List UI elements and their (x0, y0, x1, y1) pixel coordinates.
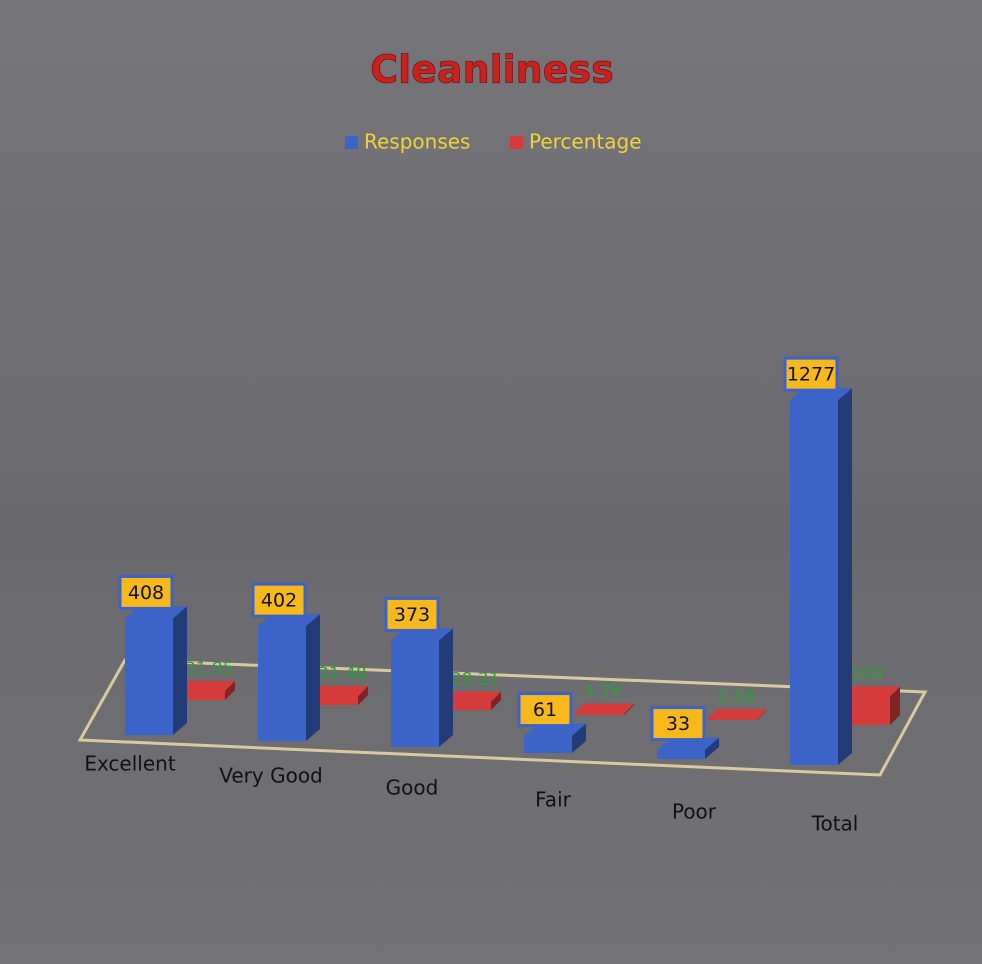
value-label: 31.95 (185, 659, 234, 679)
value-label: 2.58 (717, 687, 755, 707)
bar-side (225, 680, 235, 700)
bar-side (358, 686, 368, 705)
bar (707, 719, 757, 720)
value-label: 373 (394, 604, 430, 626)
value-label: 1277 (787, 364, 835, 386)
legend-label: Percentage (529, 130, 642, 154)
bar-side (624, 703, 634, 715)
bar-side (173, 606, 187, 735)
bar-side (890, 686, 900, 725)
chart-title: Cleanliness (370, 48, 614, 92)
value-label: 61 (533, 699, 557, 721)
x-tick-label: Good (386, 776, 439, 800)
floor (77, 658, 928, 777)
bar-side (705, 737, 719, 759)
bar (308, 696, 358, 705)
bar-side (572, 723, 586, 753)
bar-side (757, 709, 767, 720)
bar (574, 713, 624, 715)
value-label-box (384, 596, 440, 632)
bar (441, 701, 491, 710)
bar-top (175, 680, 235, 691)
value-label: 402 (261, 590, 297, 612)
bar-top (308, 686, 368, 697)
value-label-box (517, 692, 573, 728)
bar-top (840, 686, 900, 697)
value-label-box (783, 356, 839, 392)
value-label: 29.21 (451, 670, 500, 690)
value-label: 100 (850, 664, 882, 684)
x-tick-label: Excellent (84, 752, 176, 776)
value-label-box (118, 574, 174, 610)
bar (524, 735, 572, 753)
value-label: 408 (128, 582, 164, 604)
value-label: 33 (666, 713, 690, 735)
bar-top (707, 709, 767, 720)
bar-side (838, 388, 852, 765)
value-label-box (650, 706, 706, 742)
value-label: 31.48 (318, 664, 367, 684)
bar (125, 618, 173, 735)
bar-side (306, 614, 320, 741)
legend-swatch (345, 136, 358, 149)
bar (175, 690, 225, 700)
x-tick-label: Very Good (219, 764, 323, 788)
bar (258, 626, 306, 741)
bar-top (574, 703, 634, 714)
legend-label: Responses (364, 130, 470, 154)
bar (391, 640, 439, 747)
x-tick-label: Poor (672, 800, 717, 824)
x-tick-label: Fair (535, 788, 571, 812)
bar-side (439, 628, 453, 747)
x-tick-label: Total (811, 812, 859, 836)
bar-top (441, 691, 501, 702)
bar (790, 400, 838, 765)
bar-side (491, 691, 501, 710)
value-label-box (251, 582, 307, 618)
legend-swatch (510, 136, 523, 149)
bar (657, 749, 705, 759)
value-label: 4.78 (584, 682, 622, 702)
